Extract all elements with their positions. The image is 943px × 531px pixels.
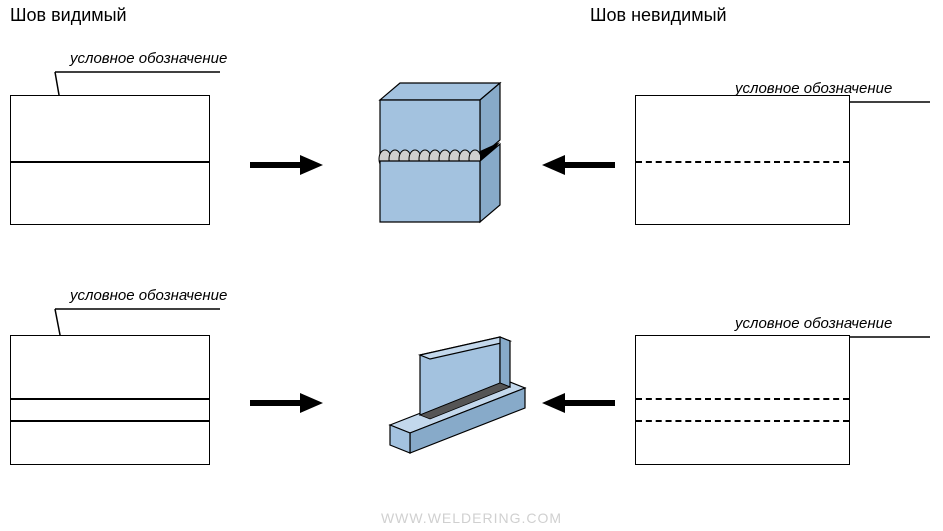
iso-butt-weld bbox=[365, 75, 525, 245]
watermark: WWW.WELDERING.COM bbox=[0, 510, 943, 526]
schematic-r2-left bbox=[10, 335, 210, 465]
iso-tee-weld bbox=[350, 330, 540, 500]
seam-line bbox=[11, 420, 209, 422]
header-invisible: Шов невидимый bbox=[590, 5, 727, 26]
seam-line bbox=[636, 420, 849, 422]
seam-line bbox=[636, 161, 849, 163]
arrow-right-r1 bbox=[245, 150, 325, 180]
header-visible: Шов видимый bbox=[10, 5, 127, 26]
arrow-left-r2 bbox=[540, 388, 620, 418]
arrow-left-r1 bbox=[540, 150, 620, 180]
schematic-r1-right bbox=[635, 95, 850, 225]
seam-line bbox=[11, 398, 209, 400]
schematic-r1-left bbox=[10, 95, 210, 225]
seam-line bbox=[636, 398, 849, 400]
schematic-r2-right bbox=[635, 335, 850, 465]
seam-line bbox=[11, 161, 209, 163]
arrow-right-r2 bbox=[245, 388, 325, 418]
